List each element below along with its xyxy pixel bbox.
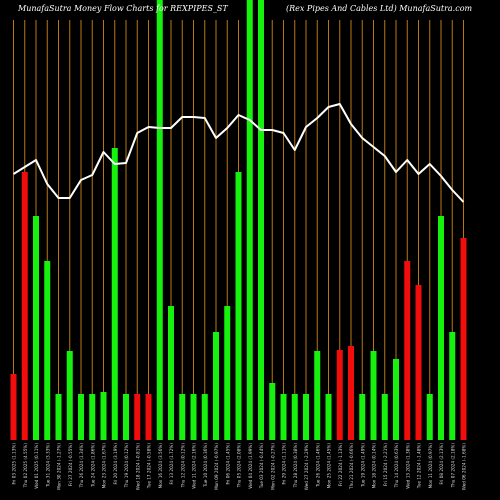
x-tick-label: Thu 07 2024 (2.18%) xyxy=(450,443,455,489)
x-tick-label: Mon 11 2024 (0.97%) xyxy=(428,443,433,489)
money-flow-bar xyxy=(269,383,276,440)
x-tick-label: Mon 09 2024 (-0.97%) xyxy=(214,443,219,490)
money-flow-bar xyxy=(100,392,107,440)
label-layer: Fri 03 2025 (1.13%) Thu 02 2025 (4.55%) We… xyxy=(12,443,467,491)
x-tick-label: Fri 03 2025 (1.13%) xyxy=(12,443,17,485)
x-tick-label: Thu 21 2024 (-0.66%) xyxy=(349,443,354,490)
money-flow-bar xyxy=(156,0,163,440)
x-tick-label: Tue 19 2024 (1.49%) xyxy=(360,443,365,488)
money-flow-bar xyxy=(325,394,332,440)
x-tick-label: Mon 02 2024 (-0.27%) xyxy=(270,443,275,490)
line-layer xyxy=(12,103,465,203)
money-flow-bar xyxy=(224,306,231,440)
x-tick-label: Thu 05 2024 (2.08%) xyxy=(237,443,242,489)
money-flow-bar xyxy=(415,285,422,440)
money-flow-bar xyxy=(179,394,186,440)
money-flow-bar xyxy=(145,394,152,440)
x-tick-label: Fri 13 2024 (1.72%) xyxy=(169,443,174,485)
x-tick-label: Thu 14 2024 (0.63%) xyxy=(394,443,399,489)
money-flow-bar xyxy=(111,148,118,440)
x-tick-label: Wed 18 2024 (-0.81%) xyxy=(135,443,140,491)
x-tick-label: Mon 16 2024 (3.56%) xyxy=(158,443,163,489)
money-flow-bar xyxy=(21,172,28,440)
money-flow-bar xyxy=(44,261,51,440)
x-tick-label: Fri 15 2024 (-2.21%) xyxy=(383,443,388,486)
money-flow-bar xyxy=(201,394,208,440)
x-tick-label: Fri 20 2024 (3.19%) xyxy=(113,443,118,485)
x-tick-label: Wed 01 2025 (0.11%) xyxy=(34,443,39,489)
money-flow-bar xyxy=(393,359,399,440)
x-tick-label: Fri 08 2024 (2.13%) xyxy=(439,443,444,485)
money-flow-bar xyxy=(359,394,366,440)
x-tick-label: Tue 10 2024 (0.36%) xyxy=(203,443,208,488)
money-flow-bar xyxy=(348,346,354,440)
x-tick-label: Fri 27 2024 (-0.55%) xyxy=(68,443,73,486)
money-flow-bar xyxy=(426,394,433,440)
money-flow-bar xyxy=(33,216,39,440)
money-flow-bar xyxy=(381,394,388,440)
x-tick-label: Thu 02 2025 (4.55%) xyxy=(23,443,28,489)
money-flow-bar xyxy=(55,394,62,440)
money-flow-bar xyxy=(246,0,253,440)
money-flow-bar xyxy=(78,394,84,440)
x-tick-label: Thu 19 2024 (0.12%) xyxy=(124,443,129,489)
money-flow-bar xyxy=(336,350,343,440)
x-tick-label: Mon 30 2024 (-1.27%) xyxy=(57,443,62,490)
money-flow-bar xyxy=(404,261,411,440)
x-tick-label: Fri 06 2024 (1.45%) xyxy=(225,443,230,485)
x-tick-label: Mon 18 2024 (0.14%) xyxy=(372,443,377,489)
money-flow-bar xyxy=(303,394,309,440)
price-line xyxy=(12,103,465,203)
x-tick-label: Tue 24 2024 (1.86%) xyxy=(90,443,95,488)
x-tick-label: Wed 06 2024 (-1.68%) xyxy=(462,443,467,491)
money-flow-bar xyxy=(370,351,377,440)
x-tick-label: Tue 26 2024 (1.46%) xyxy=(315,443,320,488)
x-tick-label: Fri 29 2024 (1.11%) xyxy=(282,443,287,485)
money-flow-bar xyxy=(258,0,264,440)
money-flow-bar xyxy=(190,394,197,440)
x-tick-label: Tue 17 2024 (-0.58%) xyxy=(147,443,152,490)
bar-layer xyxy=(10,0,467,440)
money-flow-bar xyxy=(10,374,17,440)
x-tick-label: Mon 23 2024 (1.67%) xyxy=(102,443,107,489)
x-tick-label: Tue 03 2024 (-0.44%) xyxy=(259,443,264,490)
money-flow-bar xyxy=(460,238,467,440)
money-flow-bar xyxy=(280,394,287,440)
money-flow-bar xyxy=(89,394,96,440)
x-tick-label: Wed 13 2024 (1.38%) xyxy=(405,443,410,489)
x-tick-label: Thu 26 2024 (1.34%) xyxy=(79,443,84,489)
money-flow-bar xyxy=(291,394,298,440)
x-tick-label: Thu 28 2024 (0.38%) xyxy=(293,443,298,489)
chart-title: MunafaSutra Money Flow Charts for REXPIP… xyxy=(18,4,228,13)
x-tick-label: Wed 27 2024 (-2.29%) xyxy=(304,443,309,491)
money-flow-bar xyxy=(235,172,242,440)
money-flow-bar xyxy=(66,351,73,440)
money-flow-bar xyxy=(134,394,141,440)
x-tick-label: Fri 22 2024 (-1.13%) xyxy=(338,443,343,486)
money-flow-bar xyxy=(438,216,444,440)
money-flow-bar xyxy=(213,332,219,440)
x-tick-label: Wed 11 2024 (2.16%) xyxy=(192,443,197,489)
x-tick-label: Mon 25 2024 (1.45%) xyxy=(327,443,332,489)
x-tick-label: Thu 12 2024 (0.12%) xyxy=(180,443,185,489)
chart-subtitle: (Rex Pipes And Cables Ltd) MunafaSutra.c… xyxy=(286,4,473,13)
x-tick-label: Tue 31 2024 (3.33%) xyxy=(45,443,50,488)
x-tick-label: Tue 12 2024 (-1.48%) xyxy=(417,443,422,490)
money-flow-bar xyxy=(449,332,456,440)
money-flow-bar xyxy=(314,351,321,440)
money-flow-bar xyxy=(123,394,129,440)
x-tick-label: Wed 04 2024 (1.99%) xyxy=(248,443,253,489)
money-flow-bar xyxy=(168,306,174,440)
